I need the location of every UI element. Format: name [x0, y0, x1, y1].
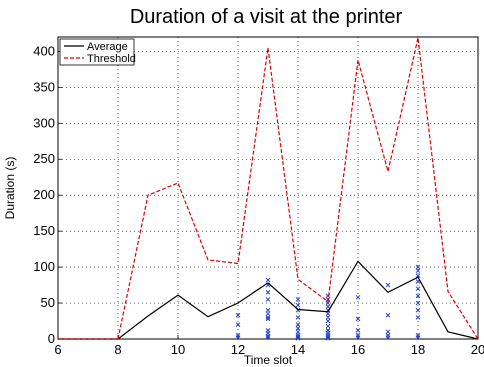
y-axis-label: Duration (s)	[3, 157, 17, 220]
scatter-point	[325, 315, 331, 320]
scatter-point	[355, 316, 361, 322]
scatter-point	[415, 268, 421, 274]
series-line-average	[58, 260, 479, 340]
scatter-point	[295, 315, 301, 320]
scatter-point	[265, 297, 271, 302]
scatter-point	[265, 311, 271, 317]
scatter-point	[295, 322, 301, 327]
x-tick-label: 12	[231, 342, 245, 357]
y-tick-label: 0	[48, 331, 55, 346]
plot-frame	[57, 36, 479, 340]
scatter-point	[415, 315, 421, 320]
scatter-point	[385, 282, 391, 288]
scatter-point	[325, 318, 331, 324]
y-tick-label: 400	[33, 43, 55, 58]
scatter-point	[235, 322, 241, 327]
scatter-point	[415, 293, 421, 299]
x-tick-label: 6	[54, 342, 61, 357]
x-tick-label: 20	[471, 342, 484, 357]
scatter-point	[295, 335, 301, 341]
legend-box	[59, 38, 135, 66]
legend: Average Threshold	[59, 38, 136, 66]
scatter-point	[265, 333, 271, 339]
scatter-point	[355, 335, 361, 340]
y-tick-label: 350	[33, 79, 55, 94]
scatter-point	[295, 325, 301, 331]
scatter-point	[295, 334, 301, 340]
scatter-point	[325, 335, 331, 341]
x-axis-label: Time slot	[244, 353, 293, 367]
scatter-point	[415, 335, 421, 340]
scatter-point	[265, 277, 271, 283]
scatter-point	[355, 294, 361, 300]
scatter-point	[295, 297, 301, 302]
scatter-point	[295, 329, 301, 335]
scatter-point	[325, 334, 331, 340]
scatter-point	[265, 315, 271, 320]
scatter-point	[325, 300, 331, 306]
y-tick-label: 300	[33, 115, 55, 130]
scatter-point	[325, 311, 331, 317]
x-tick-label: 18	[411, 342, 425, 357]
scatter-point	[295, 302, 301, 308]
scatter-point	[235, 335, 241, 340]
y-tick-label: 50	[41, 295, 55, 310]
scatter-point	[265, 307, 271, 313]
x-tick-label: 14	[291, 342, 305, 357]
x-tick-label: 8	[114, 342, 121, 357]
grid	[58, 37, 478, 339]
scatter-point	[265, 316, 271, 322]
scatter-point	[385, 312, 391, 318]
y-tick-label: 200	[33, 187, 55, 202]
chart-title: Duration of a visit at the printer	[130, 6, 403, 28]
scatter-point	[325, 323, 331, 329]
scatter-point	[385, 329, 391, 335]
y-tick-label: 150	[33, 223, 55, 238]
y-tick-label: 100	[33, 259, 55, 274]
scatter-point	[415, 264, 421, 270]
legend-average-label: Average	[87, 41, 128, 53]
scatter-point	[415, 273, 421, 279]
x-tick-label: 16	[351, 342, 365, 357]
data-points	[235, 264, 421, 341]
scatter-point	[415, 300, 421, 306]
series-line-threshold	[58, 37, 479, 340]
scatter-point	[235, 312, 241, 318]
legend-threshold-label: Threshold	[87, 53, 136, 65]
scatter-point	[415, 286, 421, 292]
x-tick-label: 10	[171, 342, 185, 357]
scatter-point	[355, 328, 361, 333]
scatter-point	[265, 335, 271, 340]
scatter-point	[265, 289, 271, 295]
scatter-point	[325, 304, 331, 309]
scatter-point	[415, 307, 421, 313]
y-tick-label: 250	[33, 151, 55, 166]
series-lines	[58, 37, 479, 340]
scatter-point	[385, 335, 391, 340]
